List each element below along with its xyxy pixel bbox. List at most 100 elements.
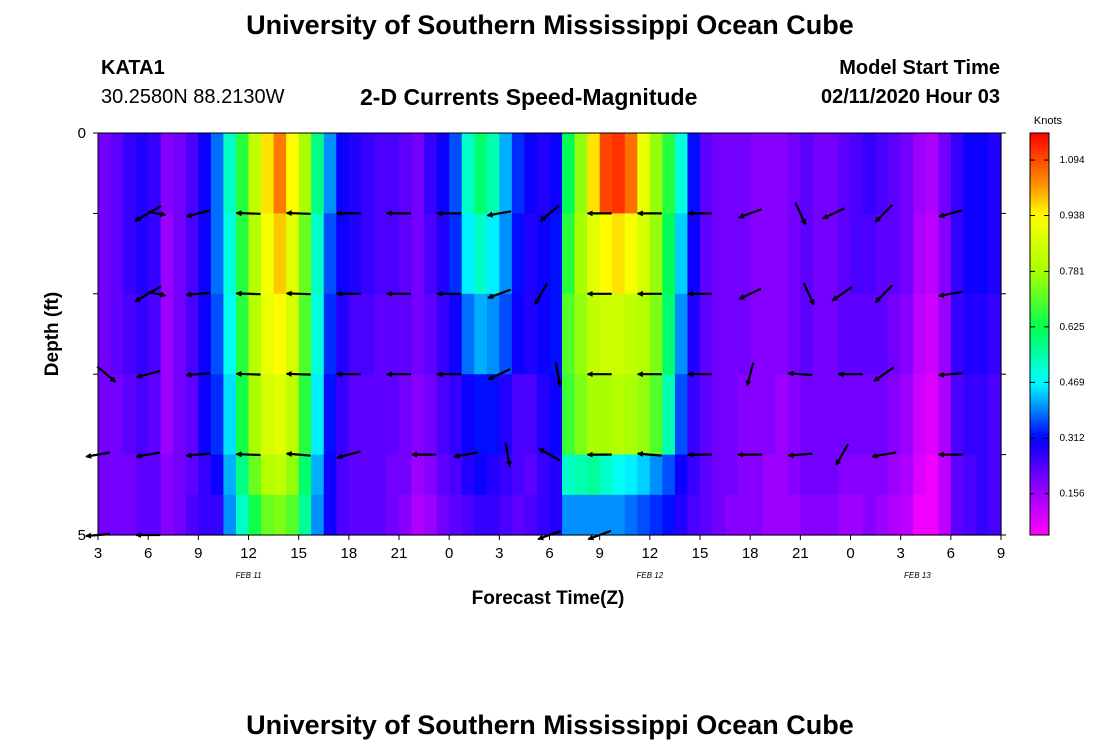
heatmap-cell	[913, 213, 927, 295]
heatmap-cell	[687, 374, 701, 456]
heatmap-cell	[185, 494, 199, 536]
y-axis-title: Depth (ft)	[42, 292, 63, 376]
heatmap-cell	[712, 133, 726, 214]
heatmap-cell	[925, 374, 939, 456]
heatmap-cell	[336, 494, 350, 536]
heatmap-cell	[938, 293, 952, 375]
current-vector	[235, 370, 261, 377]
heatmap-cell	[700, 374, 714, 456]
heatmap-cell	[511, 494, 526, 536]
x-tick-label: 3	[94, 545, 102, 562]
heatmap-cell	[286, 494, 300, 536]
heatmap-cell	[499, 213, 513, 295]
heatmap-cell	[436, 133, 450, 214]
heatmap-cell	[474, 133, 488, 214]
current-vector	[285, 370, 311, 377]
current-vector	[235, 290, 261, 297]
current-vector	[539, 204, 560, 222]
heatmap-cell	[687, 454, 701, 496]
heatmap-cell	[662, 293, 676, 375]
colorbar-tick-label: 0.625	[1059, 322, 1084, 333]
heatmap-cell	[411, 213, 425, 295]
heatmap-cell	[913, 133, 927, 214]
heatmap-cell	[662, 454, 676, 496]
heatmap-cell	[373, 374, 388, 456]
heatmap-cell	[637, 293, 651, 375]
heatmap-cell	[825, 494, 839, 536]
current-vector	[285, 210, 311, 217]
heatmap-cell	[975, 213, 990, 295]
heatmap-cell	[888, 374, 902, 456]
heatmap-cell	[549, 213, 563, 295]
heatmap-cell	[587, 293, 601, 375]
heatmap-cell	[361, 454, 375, 496]
heatmap-cell	[499, 494, 513, 536]
heatmap-cell	[837, 133, 852, 214]
x-tick-label: 18	[340, 545, 357, 562]
heatmap-cell	[787, 454, 801, 496]
heatmap-cell	[737, 293, 751, 375]
heatmap-cell	[700, 494, 714, 536]
heatmap-cell	[98, 374, 112, 456]
heatmap-cell	[562, 494, 576, 536]
station-coordinates: 30.2580N 88.2130W	[101, 86, 285, 108]
y-tick-label: 0	[78, 125, 86, 142]
heatmap-cell	[800, 454, 814, 496]
heatmap-cell	[750, 133, 764, 214]
heatmap-cell	[599, 133, 613, 214]
heatmap-cell	[123, 374, 137, 456]
heatmap-cell	[649, 374, 663, 456]
heatmap-cell	[850, 454, 864, 496]
heatmap-cell	[975, 293, 990, 375]
heatmap-cell	[311, 454, 325, 496]
heatmap-cell	[975, 374, 990, 456]
heatmap-cell	[812, 454, 827, 496]
heatmap-cell	[399, 133, 413, 214]
heatmap-cell	[185, 213, 199, 295]
heatmap-cell	[599, 494, 613, 536]
heatmap-cell	[574, 494, 588, 536]
heatmap-cell	[173, 133, 187, 214]
heatmap-cell	[963, 494, 977, 536]
heatmap-cell	[373, 213, 388, 295]
heatmap-cell	[210, 293, 225, 375]
heatmap-cell	[524, 293, 538, 375]
heatmap-cell	[674, 133, 689, 214]
current-vector	[96, 365, 117, 383]
footer-title: University of Southern Mississippi Ocean…	[246, 710, 854, 740]
heatmap-cell	[198, 293, 212, 375]
heatmap-cell	[474, 293, 488, 375]
current-vector	[802, 282, 815, 306]
heatmap-cell	[649, 494, 663, 536]
heatmap-cell	[938, 494, 952, 536]
current-vector	[938, 209, 963, 219]
heatmap-cell	[449, 293, 463, 375]
heatmap-cell	[536, 133, 551, 214]
x-tick-label: 21	[792, 545, 809, 562]
heatmap-cell	[474, 494, 488, 536]
heatmap-cell	[273, 133, 287, 214]
heatmap-cell	[223, 374, 237, 456]
heatmap-cell	[700, 133, 714, 214]
heatmap-cell	[160, 293, 174, 375]
heatmap-cell	[637, 454, 651, 496]
heatmap-cell	[461, 133, 475, 214]
heatmap-cell	[461, 293, 475, 375]
heatmap-cell	[160, 133, 174, 214]
heatmap-cell	[900, 293, 914, 375]
heatmap-cell	[373, 293, 388, 375]
heatmap-cell	[925, 213, 939, 295]
heatmap-cell	[712, 494, 726, 536]
heatmap-cell	[750, 293, 764, 375]
heatmap-cell	[286, 454, 300, 496]
heatmap-cell	[373, 454, 388, 496]
heatmap-cell	[286, 374, 300, 456]
heatmap-cell	[587, 454, 601, 496]
current-vector	[285, 290, 311, 297]
current-vector	[538, 447, 561, 462]
heatmap-cell	[524, 494, 538, 536]
current-vector	[285, 451, 311, 458]
heatmap-cell	[612, 213, 626, 295]
heatmap-cell	[135, 374, 149, 456]
heatmap-cell	[135, 213, 149, 295]
